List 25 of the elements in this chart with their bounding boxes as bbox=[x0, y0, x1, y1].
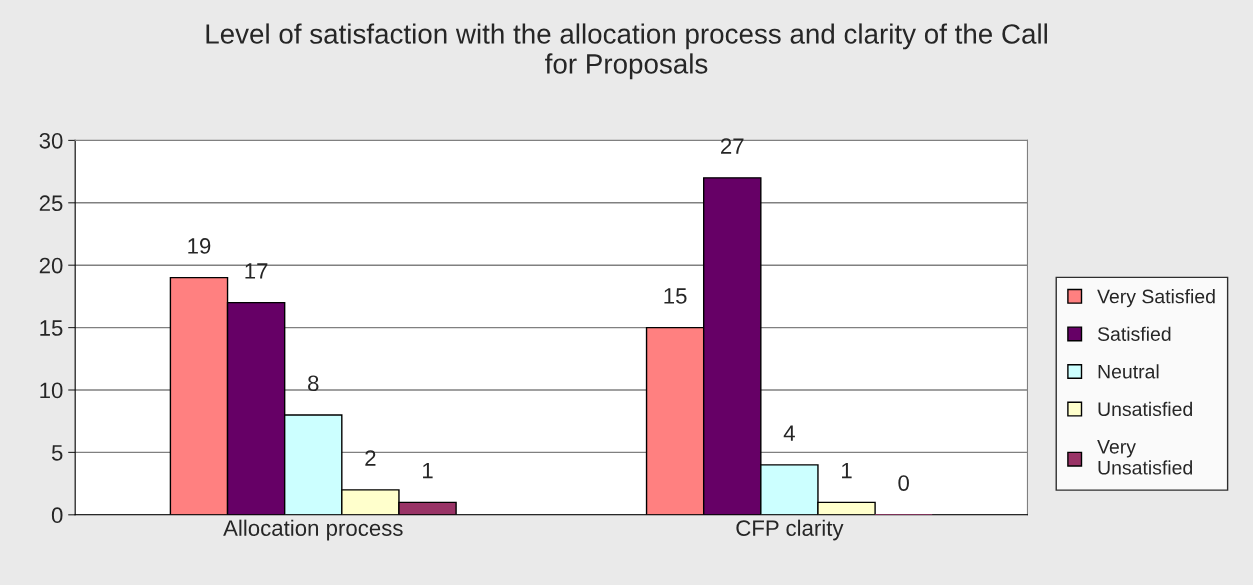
data-label: 15 bbox=[664, 288, 687, 304]
legend-label: Unsatisfied bbox=[1098, 401, 1192, 417]
data-label: 8 bbox=[308, 375, 319, 392]
y-tick-label: 30 bbox=[39, 132, 63, 149]
legend-label: Very Satisfied bbox=[1097, 289, 1215, 308]
legend-label: Neutral bbox=[1098, 364, 1159, 379]
legend-label: Very Unsatisfied bbox=[1097, 440, 1192, 475]
y-tick-label: 15 bbox=[40, 320, 63, 336]
data-label: 0 bbox=[898, 475, 909, 491]
chart-title: Level of satisfaction with the allocation process and clarity of the Call for Proposals bbox=[206, 23, 1047, 80]
data-label: 4 bbox=[783, 425, 795, 441]
y-tick-label: 0 bbox=[51, 507, 63, 524]
x-tick-label: Allocation process bbox=[223, 519, 403, 541]
y-tick-label: 5 bbox=[51, 445, 63, 461]
y-tick-label: 25 bbox=[39, 195, 63, 212]
data-label: 1 bbox=[423, 462, 433, 479]
data-label: 2 bbox=[365, 450, 376, 466]
y-tick-label: 10 bbox=[40, 382, 63, 399]
data-label: 17 bbox=[245, 263, 268, 279]
data-label: 27 bbox=[721, 138, 744, 154]
y-tick-label: 20 bbox=[39, 257, 63, 274]
data-label: 19 bbox=[188, 238, 211, 254]
x-tick-label: CFP clarity bbox=[736, 519, 844, 541]
legend-label: Satisfied bbox=[1097, 326, 1171, 341]
data-label: 1 bbox=[842, 462, 852, 479]
